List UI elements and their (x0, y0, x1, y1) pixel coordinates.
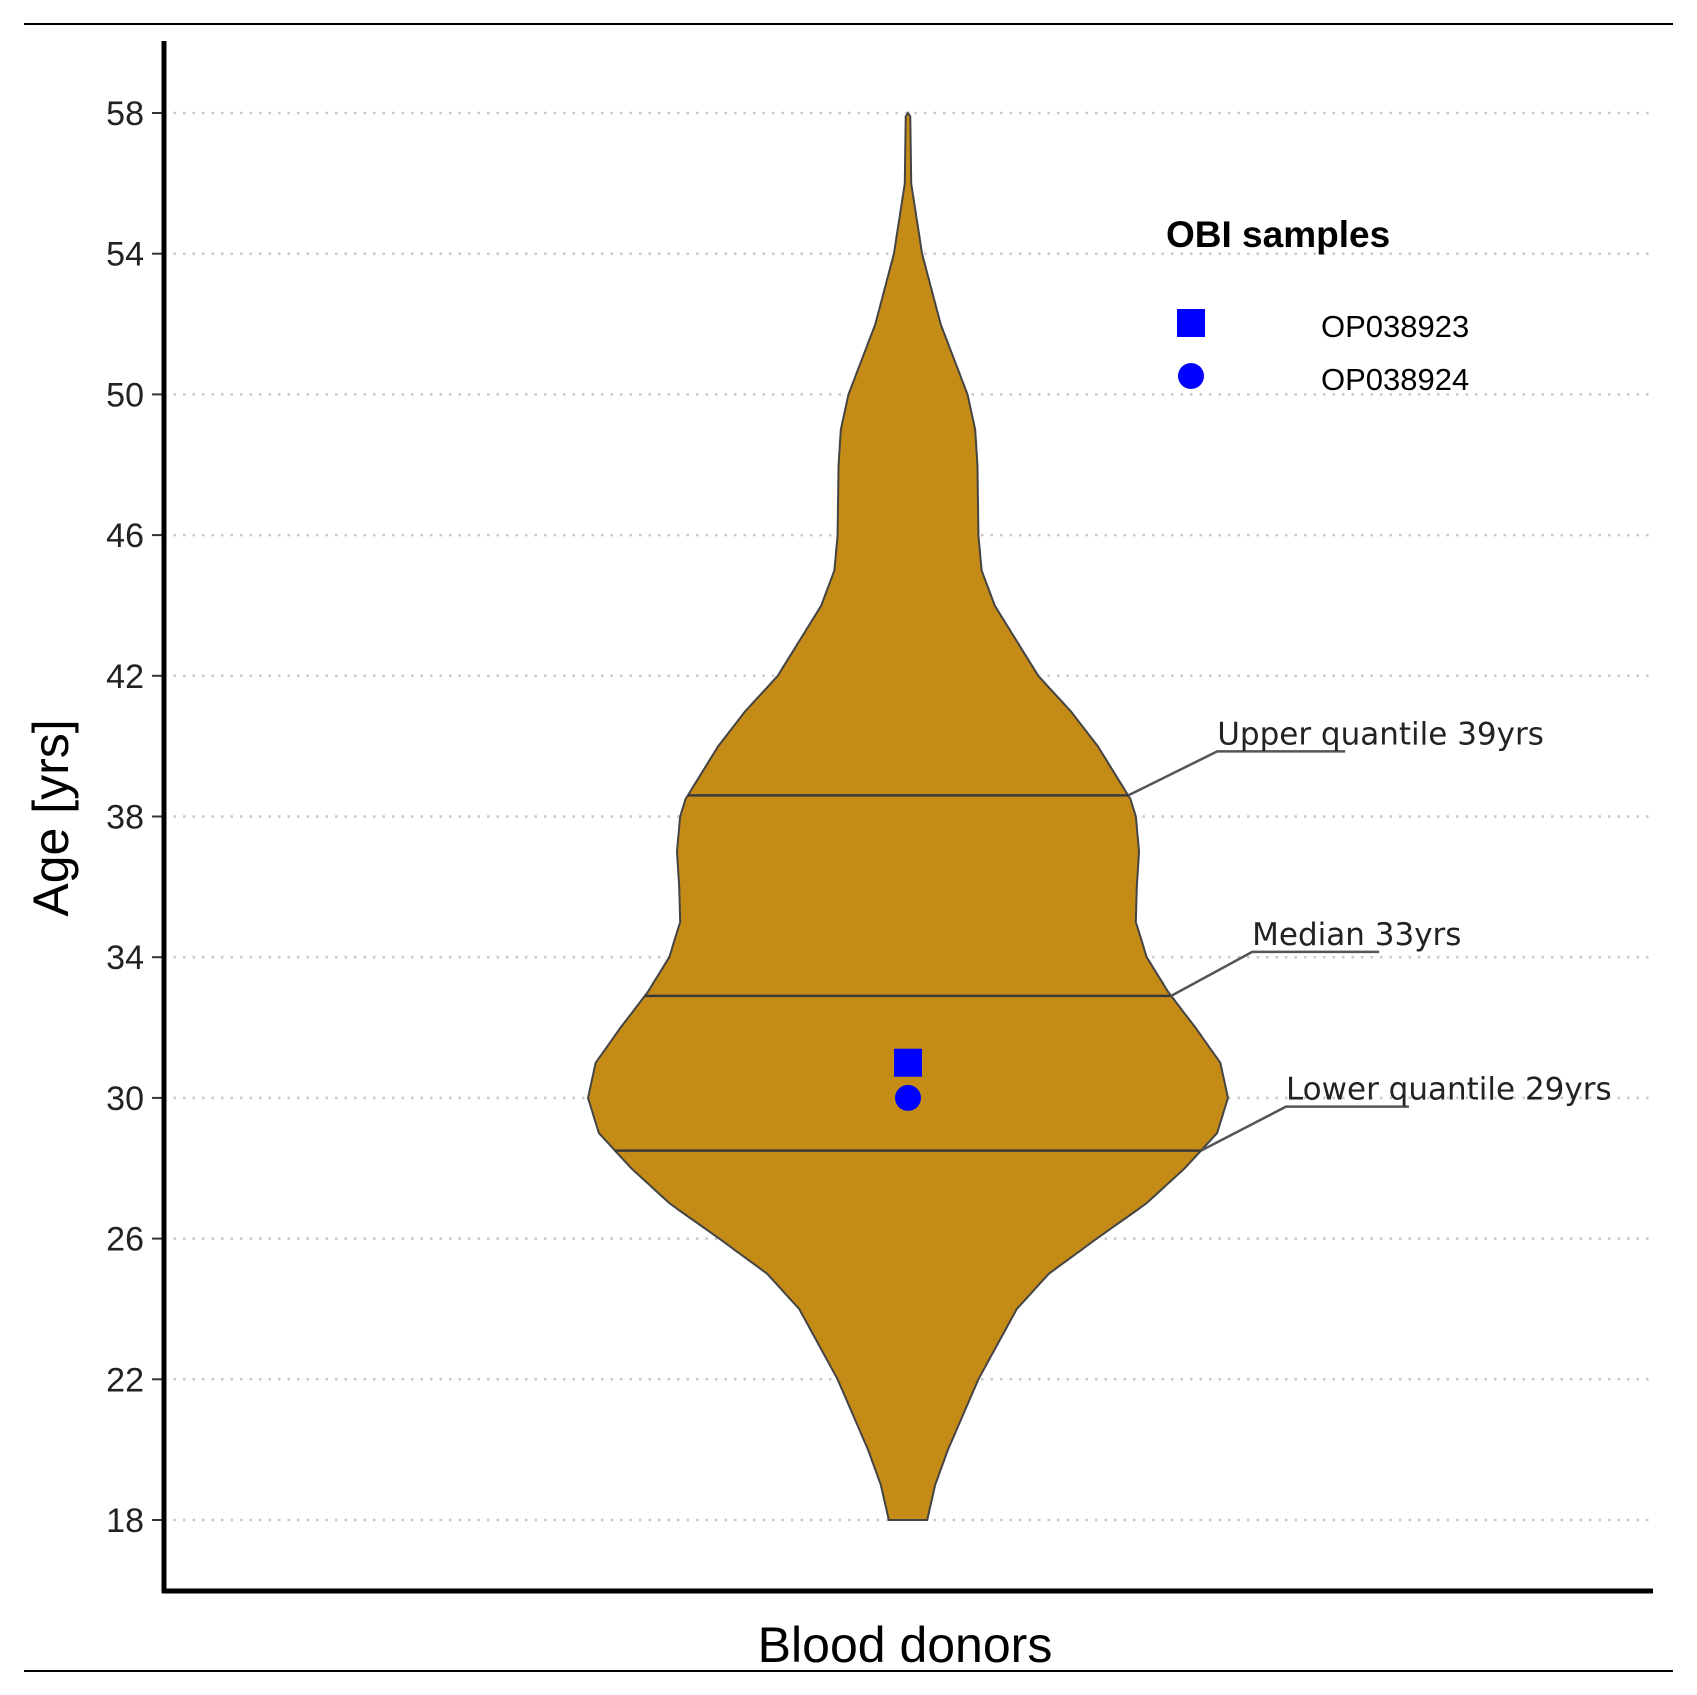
y-tick-label-22: 22 (106, 1361, 144, 1399)
upper-leader-line (1127, 750, 1346, 797)
point-OP038923 (894, 1048, 922, 1077)
x-axis-title: Blood donors (758, 1617, 1053, 1673)
y-tick-label-26: 26 (106, 1221, 144, 1259)
upper-annotation-label: Upper quantile 39yrs (1217, 716, 1544, 752)
y-tick-label-42: 42 (106, 658, 144, 696)
y-tick-label-30: 30 (106, 1080, 144, 1118)
lower-annotation-label: Lower quantile 29yrs (1286, 1072, 1612, 1108)
sample-points (894, 1048, 922, 1111)
y-tick-label-46: 46 (106, 517, 144, 555)
legend: OBI samples OP038923 OP038924 (1166, 214, 1469, 397)
annotations: Upper quantile 39yrs Median 33yrs Lower qu… (1127, 716, 1612, 1152)
gridlines (164, 111, 1653, 1522)
legend-label-op038924: OP038924 (1321, 362, 1469, 397)
legend-title: OBI samples (1166, 214, 1390, 255)
y-tick-labels: 18 22 26 30 34 38 42 46 50 54 58 (106, 95, 164, 1540)
y-tick-label-58: 58 (106, 95, 144, 133)
point-OP038924 (895, 1084, 921, 1111)
y-tick-label-50: 50 (106, 376, 144, 414)
y-tick-label-18: 18 (106, 1502, 144, 1540)
y-tick-label-38: 38 (106, 799, 144, 837)
y-tick-label-34: 34 (106, 939, 144, 977)
lower-leader-line (1200, 1105, 1409, 1152)
violin-body (586, 111, 1230, 1521)
y-axis-title: Age [yrs] (23, 719, 79, 916)
legend-square-icon (1177, 309, 1205, 337)
violin-layer (586, 111, 1230, 1521)
median-leader-line (1170, 950, 1380, 997)
median-annotation-label: Median 33yrs (1252, 917, 1461, 953)
legend-circle-icon (1178, 363, 1204, 389)
y-tick-label-54: 54 (106, 236, 144, 274)
legend-label-op038923: OP038923 (1321, 309, 1469, 344)
